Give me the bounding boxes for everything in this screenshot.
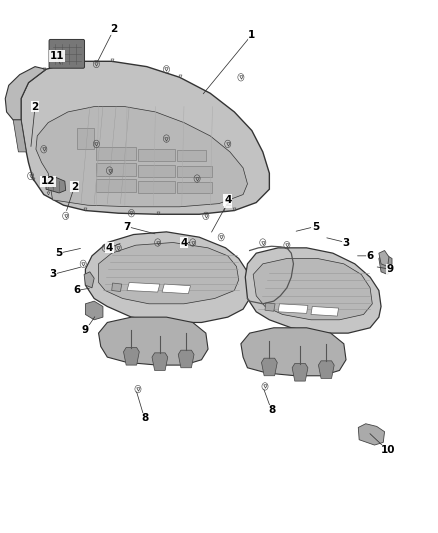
Text: 1: 1 [248,30,255,39]
Polygon shape [138,165,175,177]
Polygon shape [177,150,206,161]
Polygon shape [379,253,392,274]
Polygon shape [138,149,175,161]
Text: 5: 5 [56,248,63,258]
Text: 3: 3 [49,270,56,279]
FancyBboxPatch shape [49,39,85,68]
Text: 2: 2 [71,182,78,191]
Text: 6: 6 [73,286,80,295]
Text: 9: 9 [386,264,393,274]
Polygon shape [112,283,122,292]
Polygon shape [265,303,275,311]
Polygon shape [46,177,66,193]
Polygon shape [127,282,160,292]
Polygon shape [77,128,94,149]
Polygon shape [96,147,136,160]
Polygon shape [36,107,247,207]
Polygon shape [5,67,46,120]
Text: 3: 3 [343,238,350,247]
Polygon shape [21,61,269,214]
Text: 4: 4 [224,195,231,205]
Polygon shape [261,358,277,376]
Text: 11: 11 [49,51,64,61]
Polygon shape [253,259,372,320]
Polygon shape [152,353,168,370]
Polygon shape [177,182,212,193]
Polygon shape [138,181,175,193]
Polygon shape [99,243,239,304]
Text: 2: 2 [32,102,39,111]
Text: 9: 9 [82,326,89,335]
Polygon shape [292,364,308,381]
Text: 12: 12 [41,176,56,186]
Text: 8: 8 [268,406,275,415]
Text: 4: 4 [180,238,187,247]
Text: 2: 2 [110,25,117,34]
Polygon shape [96,179,136,192]
Text: 6: 6 [367,251,374,261]
Polygon shape [241,328,346,376]
Polygon shape [124,348,139,365]
Polygon shape [85,301,103,320]
Polygon shape [177,166,212,177]
Text: 2: 2 [224,198,231,207]
Polygon shape [13,120,26,152]
Polygon shape [245,248,381,333]
Polygon shape [162,284,191,294]
Text: 4: 4 [106,243,113,253]
Text: 8: 8 [141,414,148,423]
Polygon shape [379,251,389,266]
Polygon shape [318,361,334,378]
Text: 7: 7 [124,222,131,231]
Polygon shape [85,232,250,322]
Polygon shape [178,350,194,368]
Polygon shape [84,272,94,288]
Polygon shape [278,304,308,313]
Text: 10: 10 [380,446,395,455]
Polygon shape [311,306,339,316]
Text: 5: 5 [312,222,319,231]
Polygon shape [99,317,208,365]
Polygon shape [358,424,385,445]
Polygon shape [96,163,136,176]
